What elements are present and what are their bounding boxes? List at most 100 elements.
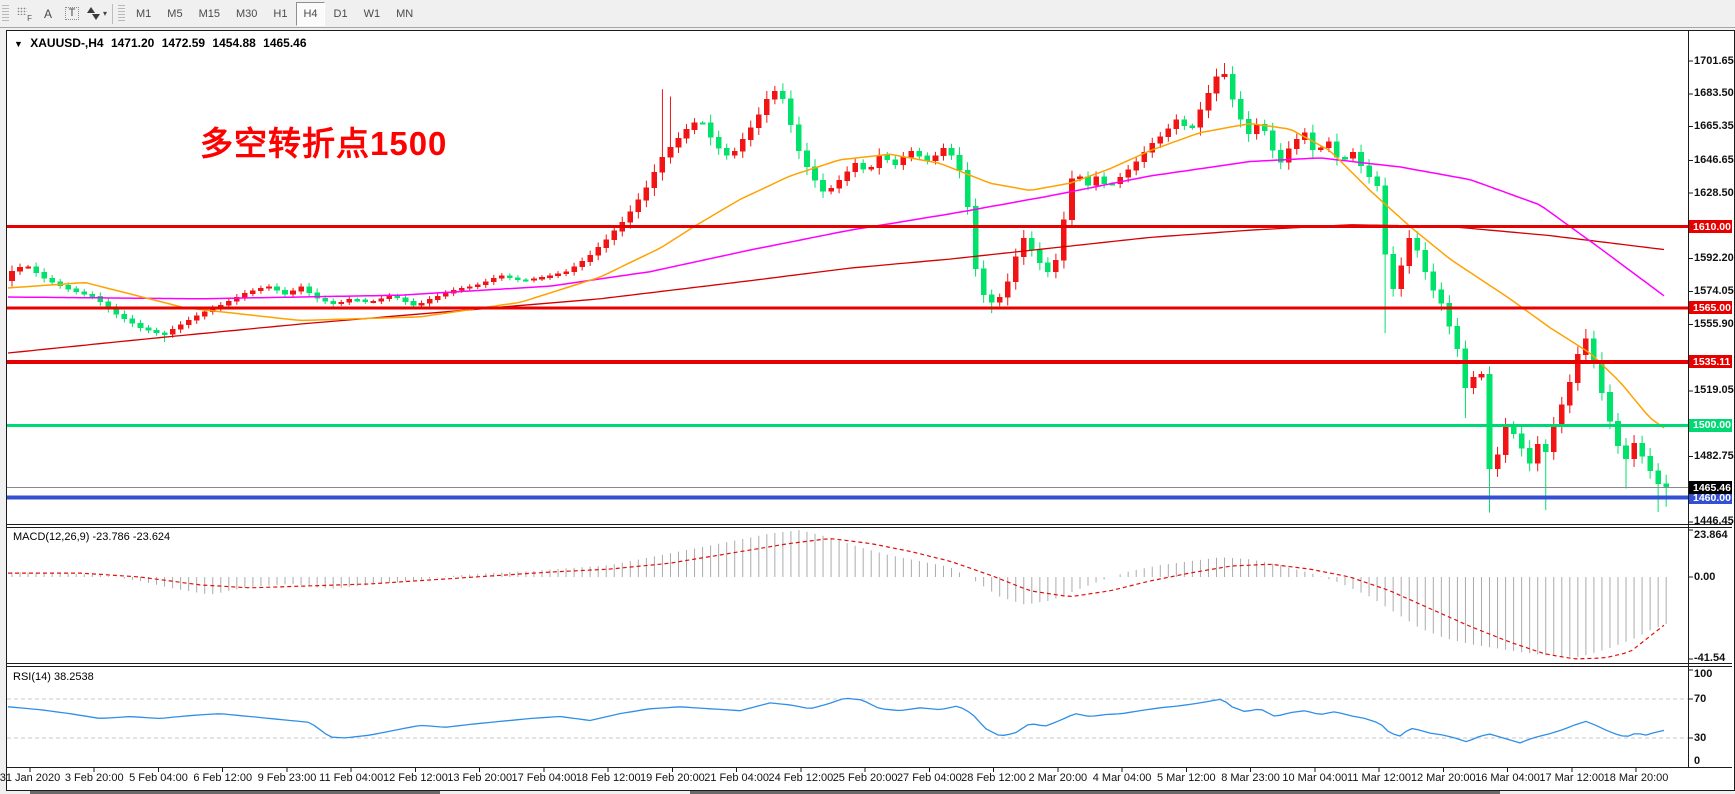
candle (129, 318, 136, 324)
candle (828, 187, 834, 192)
candle (274, 286, 280, 291)
toolbar-grip[interactable] (2, 4, 9, 23)
price-line-badge[interactable]: 1535.11 (1689, 355, 1732, 369)
toolbar: F A T ▾ M1 M5 M15 M30 H1 H4 D1 W1 MN (0, 0, 1735, 28)
candle (73, 288, 80, 292)
candle (1342, 157, 1348, 160)
candle (1149, 143, 1156, 153)
candle (434, 295, 441, 300)
candle (1414, 237, 1421, 251)
candle (137, 323, 144, 329)
time-tick-label: 18 Feb 12:00 (575, 772, 641, 784)
f-letter-icon: F (27, 13, 32, 23)
candle (1245, 118, 1252, 135)
arrows-icon (86, 6, 100, 21)
candle (1277, 149, 1284, 163)
candle (258, 288, 264, 292)
candle (1398, 265, 1404, 289)
candle (1237, 99, 1244, 120)
candle (539, 277, 545, 280)
candle (571, 266, 577, 272)
candle (1446, 303, 1453, 327)
price-line-badge[interactable]: 1460.00 (1689, 491, 1732, 504)
candle (250, 290, 256, 294)
rsi-panel-label: RSI(14) 38.2538 (13, 671, 94, 683)
candle (426, 299, 433, 304)
timeframe-m1[interactable]: M1 (136, 7, 152, 20)
rsi-line (7, 697, 1665, 744)
time-tick-label: 9 Feb 23:00 (257, 772, 317, 784)
candle (1350, 152, 1356, 159)
macd-tick-label: -41.54 (1694, 651, 1726, 664)
candle (1053, 260, 1059, 272)
candle (1366, 165, 1372, 178)
candle (1390, 254, 1396, 289)
candle (242, 293, 248, 298)
candle (836, 180, 842, 189)
arrows-tool-button[interactable]: ▾ (85, 2, 108, 26)
chevron-down-icon[interactable]: ▾ (103, 9, 108, 18)
timeframe-d1[interactable]: D1 (333, 7, 348, 20)
time-tick-label: 5 Mar 12:00 (1156, 772, 1216, 784)
candle (531, 278, 537, 281)
time-tick-label: 3 Feb 20:00 (64, 772, 124, 784)
candle (1382, 185, 1388, 255)
candle (579, 261, 585, 267)
price-line-badge[interactable]: 1610.00 (1689, 220, 1732, 234)
time-tick-label: 25 Feb 20:00 (832, 772, 898, 784)
candle (699, 122, 706, 125)
candle (507, 275, 513, 279)
candle (1261, 123, 1268, 132)
candle (65, 285, 72, 290)
chart-annotation-text[interactable]: 多空转折点1500 (200, 125, 448, 162)
time-tick-label: 17 Mar 12:00 (1539, 772, 1605, 784)
candle (764, 98, 770, 115)
timeframe-m15[interactable]: M15 (198, 7, 220, 20)
font-tool-button[interactable]: A (37, 2, 59, 26)
price-line-badge[interactable]: 1565.00 (1689, 301, 1732, 315)
timeframe-m30[interactable]: M30 (235, 7, 258, 20)
toolbar-grip[interactable] (118, 4, 126, 23)
timeframe-mn[interactable]: MN (396, 7, 414, 20)
price-line-badge[interactable]: 1500.00 (1689, 418, 1732, 432)
candle (1494, 454, 1501, 470)
candle (595, 247, 601, 256)
candle (1165, 128, 1172, 137)
candle (876, 155, 883, 168)
rsi-tick-label: 30 (1694, 731, 1707, 744)
price-tick-label: 1628.50 (1694, 186, 1734, 199)
candle (161, 332, 168, 335)
timeframe-h4[interactable]: H4 (296, 1, 325, 26)
candle (1430, 271, 1437, 291)
price-tick-label: 1701.65 (1694, 54, 1734, 67)
candle (442, 292, 449, 297)
chart-plot-svg[interactable] (7, 31, 1732, 788)
text-label-tool-button[interactable]: T (61, 2, 83, 26)
price-tick-label: 1574.05 (1694, 284, 1734, 297)
candle (121, 313, 128, 320)
candle (9, 271, 15, 282)
macd-tick-label: 23.864 (1694, 528, 1728, 541)
rsi-value: 38.2538 (53, 671, 94, 683)
symbol-triangle-icon[interactable]: ▼ (14, 39, 23, 49)
pattern-grid-tool-button[interactable]: F (13, 2, 35, 26)
candle (1478, 374, 1485, 378)
candle (1575, 354, 1581, 383)
candle (916, 151, 923, 157)
time-tick-label: 19 Feb 20:00 (639, 772, 705, 784)
time-tick-label: 27 Feb 04:00 (896, 772, 962, 784)
candle (723, 148, 730, 156)
window-bottom-edge (30, 791, 440, 794)
timeframe-w1[interactable]: W1 (363, 7, 381, 20)
timeframe-m5[interactable]: M5 (167, 7, 183, 20)
candle (844, 171, 850, 181)
time-tick-label: 18 Mar 20:00 (1603, 772, 1669, 784)
time-tick-label: 10 Mar 04:00 (1282, 772, 1348, 784)
ohlc-open: 1471.20 (110, 36, 155, 50)
candle (924, 155, 931, 161)
timeframe-h1[interactable]: H1 (273, 7, 288, 20)
candle (707, 122, 714, 138)
candle (33, 266, 39, 273)
candle (892, 159, 899, 166)
